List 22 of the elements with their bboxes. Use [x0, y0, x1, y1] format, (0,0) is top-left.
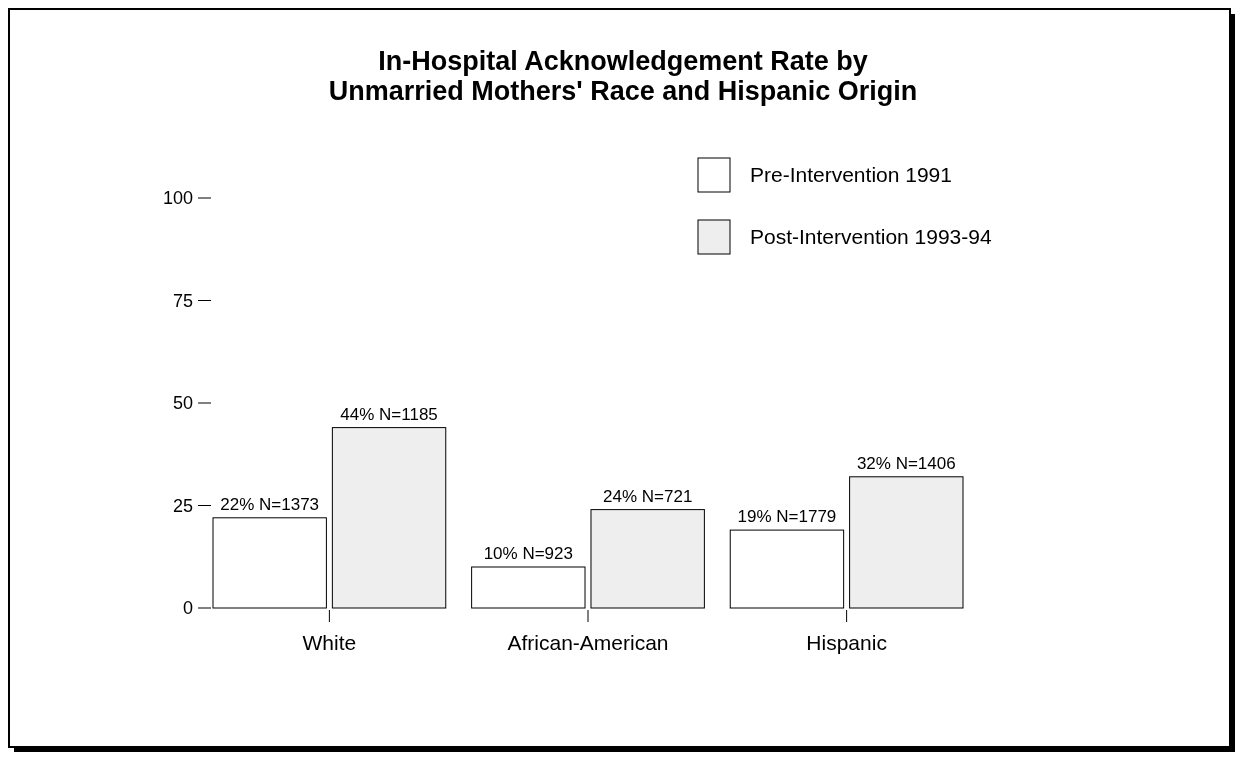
y-tick-label: 100 [162, 188, 193, 209]
data-label: 44% N=1185 [340, 404, 438, 424]
y-tick-label: 75 [172, 290, 193, 311]
x-tick-label: Hispanic [806, 631, 887, 654]
bar [331, 427, 447, 609]
legend-label: Pre-Intervention 1991 [750, 163, 952, 187]
x-tick-label: African-American [507, 631, 669, 654]
chart-title: In-Hospital Acknowledgement Rate by Unmarried Mothers' Race and Hispanic Origin [328, 46, 918, 106]
bar [849, 476, 964, 609]
legend-label: Post-Intervention 1993-94 [750, 225, 992, 249]
data-label: 19% N=1779 [737, 507, 837, 527]
y-tick-label: 50 [172, 393, 193, 414]
bar [471, 566, 586, 609]
data-label: 22% N=1373 [220, 494, 320, 514]
data-label: 32% N=1406 [856, 453, 956, 473]
x-tick-label: White [302, 631, 357, 654]
data-label: 24% N=721 [603, 486, 693, 506]
y-tick-label: 0 [182, 598, 193, 619]
data-label: 10% N=923 [483, 544, 573, 563]
y-tick-label: 25 [172, 495, 193, 516]
bar [729, 529, 845, 609]
bar [590, 509, 705, 609]
